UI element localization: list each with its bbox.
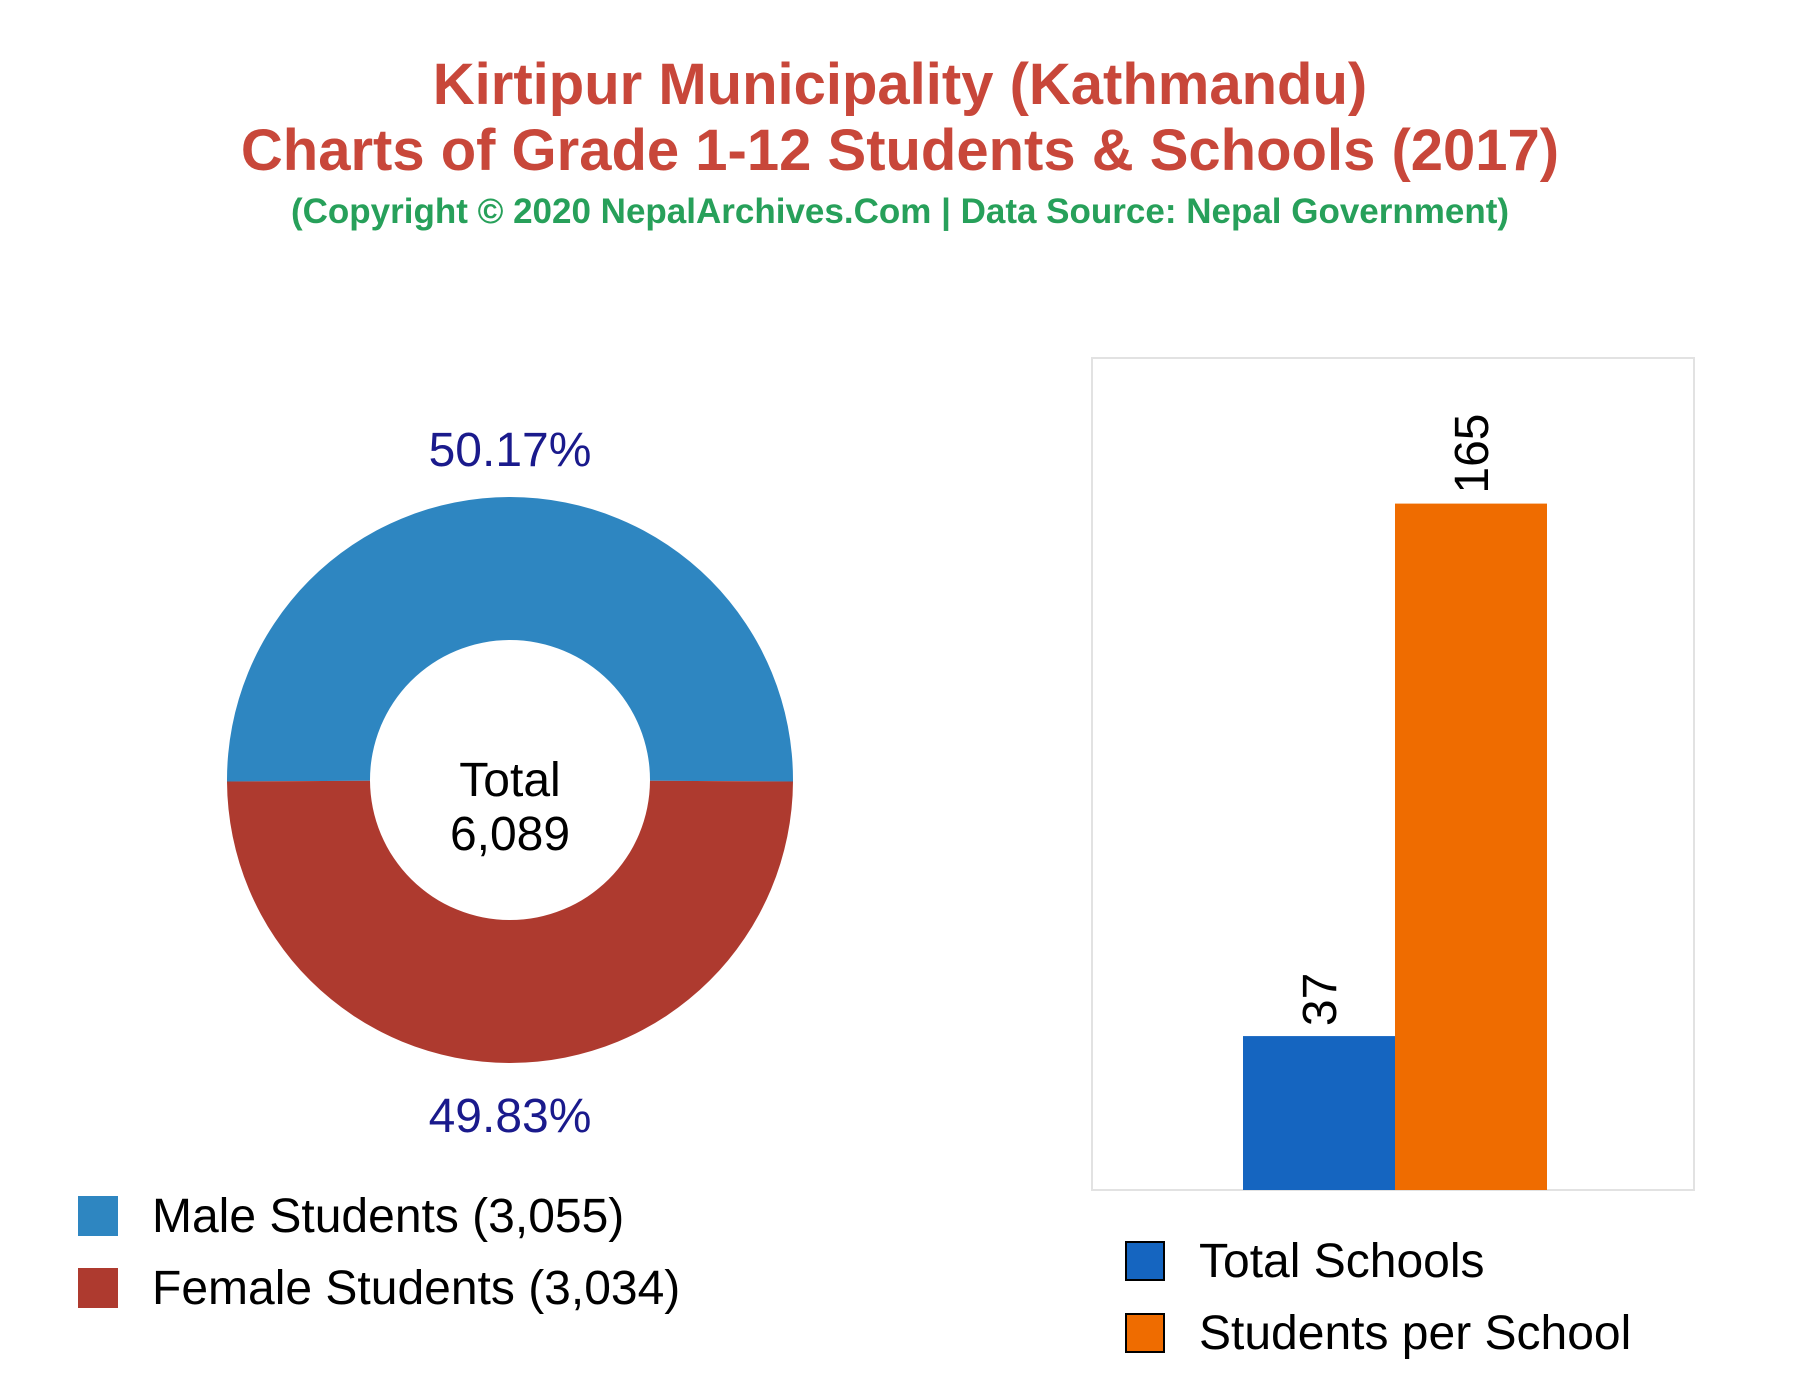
legend-label-students-per-school: Students per School (1199, 1306, 1632, 1360)
legend-item-male: Male Students (3,055) (78, 1180, 680, 1252)
legend-item-students-per-school: Students per School (1125, 1297, 1631, 1369)
donut-center-label: Total (459, 754, 560, 807)
donut-chart: Total 6,089 50.17% 49.83% (227, 424, 793, 1143)
male-percent-label: 50.17% (429, 424, 592, 477)
legend-label-male: Male Students (3,055) (152, 1189, 625, 1243)
donut-slice-male (227, 497, 793, 782)
legend-item-female: Female Students (3,034) (78, 1252, 680, 1324)
legend-item-total-schools: Total Schools (1125, 1225, 1631, 1297)
chart-title-line-2: Charts of Grade 1-12 Students & Schools … (240, 118, 1560, 183)
legend-label-female: Female Students (3,034) (152, 1261, 681, 1315)
chart-subtitle: (Copyright © 2020 NepalArchives.Com | Da… (290, 192, 1510, 231)
bar-students-per-school (1395, 503, 1547, 1191)
students-per-school-swatch (1125, 1313, 1165, 1353)
female-percent-label: 49.83% (429, 1090, 592, 1143)
donut-slice-female (227, 780, 793, 1064)
donut-center-value: 6,089 (450, 808, 570, 861)
bar-total-schools (1243, 1036, 1395, 1190)
bar-label-students-per-school: 165 (1446, 414, 1499, 494)
bar-chart: 37 165 (1091, 357, 1695, 1191)
bar-legend: Total Schools Students per School (1125, 1225, 1631, 1369)
donut-legend: Male Students (3,055) Female Students (3… (78, 1180, 680, 1324)
legend-label-total-schools: Total Schools (1199, 1234, 1485, 1288)
total-schools-swatch (1125, 1241, 1165, 1281)
chart-header: Kirtipur Municipality (Kathmandu) Charts… (0, 52, 1800, 234)
male-swatch (78, 1196, 118, 1236)
bar-label-total-schools: 37 (1294, 973, 1347, 1026)
chart-title-line-1: Kirtipur Municipality (Kathmandu) (432, 52, 1368, 117)
female-swatch (78, 1268, 118, 1308)
